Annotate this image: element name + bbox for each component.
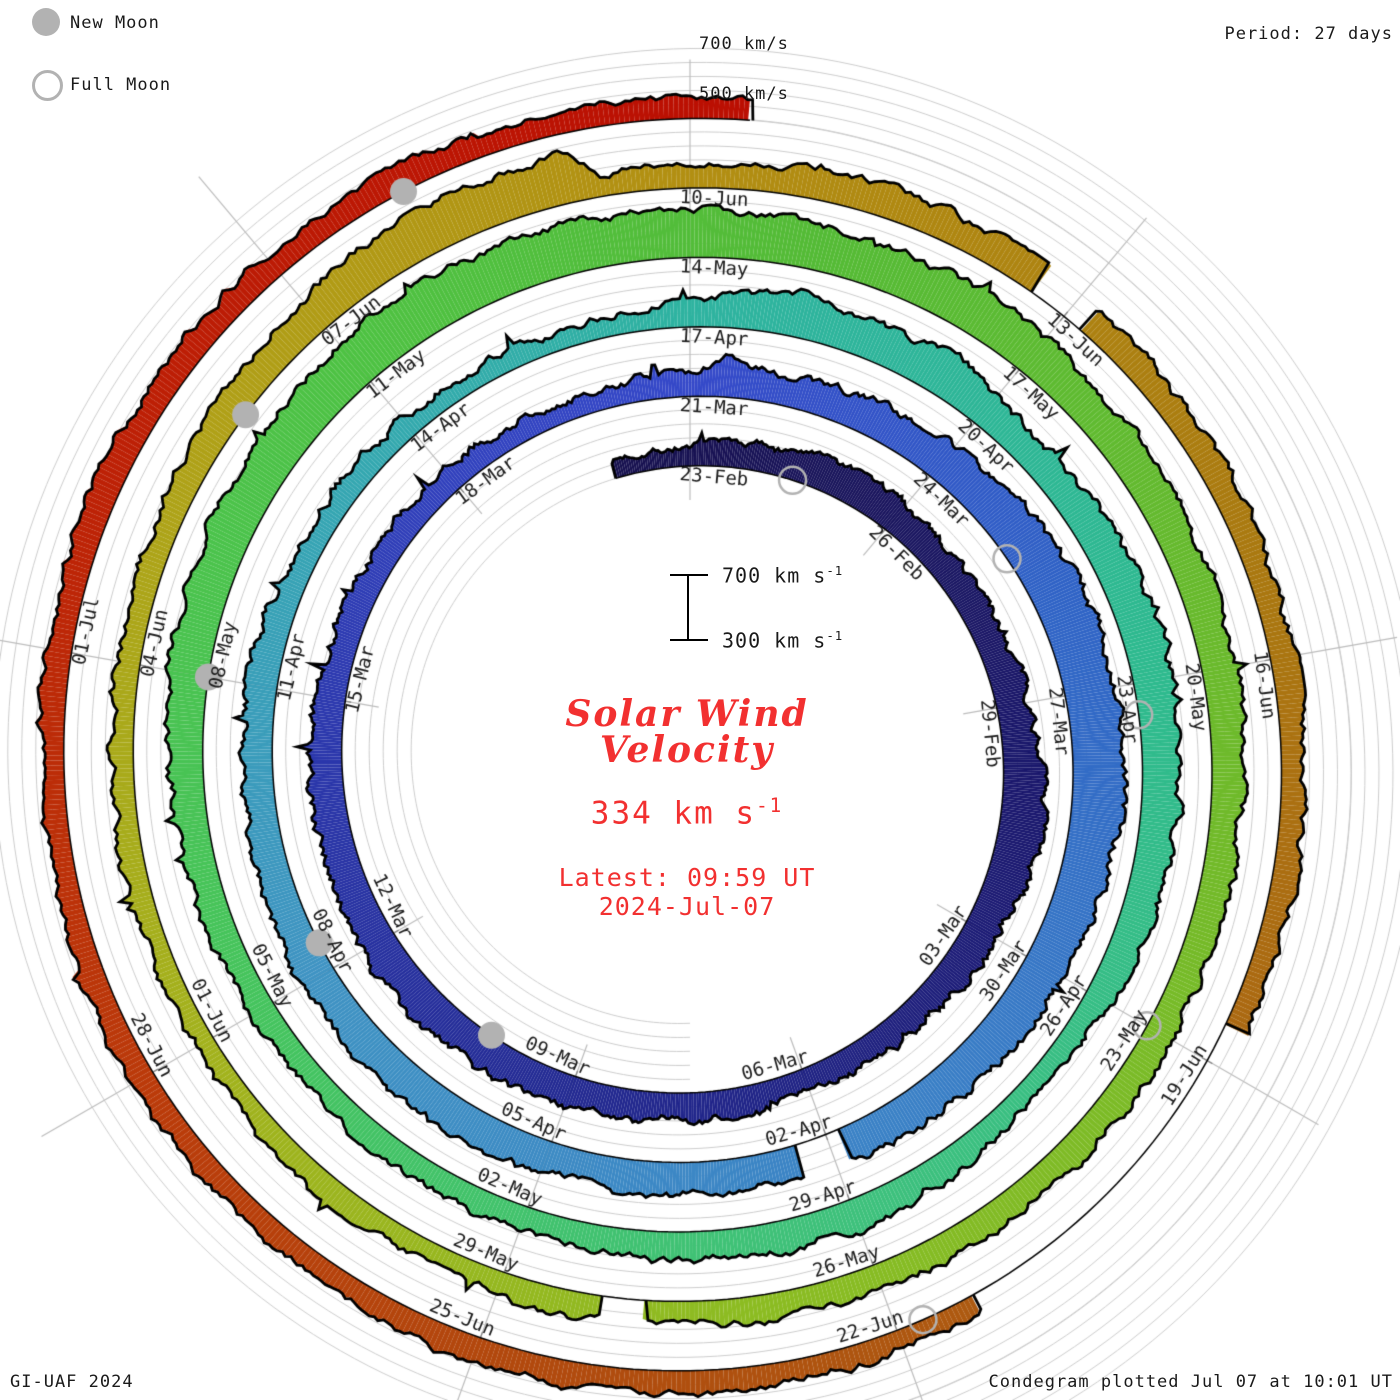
latest-date-label: 2024-Jul-07 xyxy=(598,892,776,921)
latest-timestamp: Latest: 09:59 UT 2024-Jul-07 xyxy=(437,863,937,921)
scale-top-text: 700 km s xyxy=(722,563,827,588)
plotted-stamp-label: Condegram plotted Jul 07 at 10:01 UT xyxy=(988,1372,1393,1392)
legend-full-moon-label: Full Moon xyxy=(70,75,172,95)
ring-label-500: 500 km/s xyxy=(699,84,789,104)
latest-time-label: Latest: 09:59 UT xyxy=(558,863,816,892)
latest-velocity-text: 334 km s xyxy=(590,795,757,832)
full-moon-icon xyxy=(32,70,63,101)
scale-top-label: 700 km s-1 xyxy=(722,563,843,588)
scale-bottom-sup: -1 xyxy=(826,628,844,643)
chart-title: Solar Wind Velocity xyxy=(437,696,937,768)
latest-velocity-value: 334 km s-1 xyxy=(437,794,937,831)
legend-new-moon-label: New Moon xyxy=(70,13,160,33)
scale-top-sup: -1 xyxy=(826,563,844,578)
scale-bar-bottom-tick xyxy=(670,639,708,641)
scale-bar-top-tick xyxy=(670,574,708,576)
latest-velocity-sup: -1 xyxy=(756,794,784,817)
chart-title-line2: Velocity xyxy=(599,729,775,771)
scale-bar-stem xyxy=(687,575,689,641)
chart-title-line1: Solar Wind xyxy=(565,693,809,735)
scale-bottom-label: 300 km s-1 xyxy=(722,628,843,653)
ring-label-700: 700 km/s xyxy=(699,34,789,54)
scale-bottom-text: 300 km s xyxy=(722,628,827,653)
new-moon-icon xyxy=(32,8,60,36)
credit-label: GI-UAF 2024 xyxy=(10,1372,134,1392)
center-annotation: Solar Wind Velocity 334 km s-1 xyxy=(437,696,937,831)
period-label: Period: 27 days xyxy=(1224,24,1393,44)
